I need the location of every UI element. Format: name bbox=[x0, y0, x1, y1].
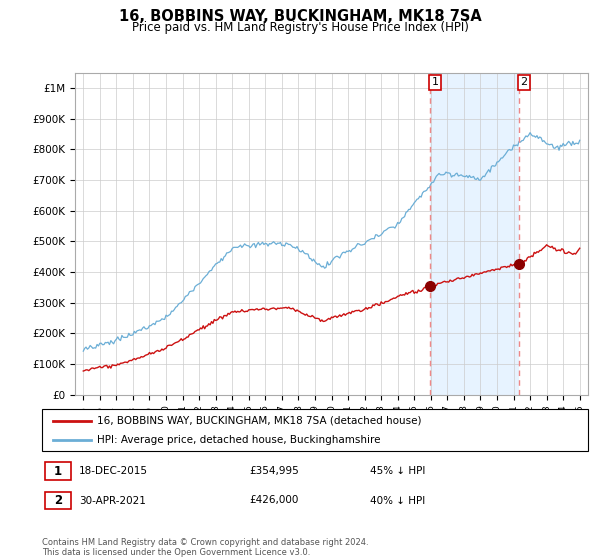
FancyBboxPatch shape bbox=[45, 492, 71, 510]
Text: Price paid vs. HM Land Registry's House Price Index (HPI): Price paid vs. HM Land Registry's House … bbox=[131, 21, 469, 34]
Text: £426,000: £426,000 bbox=[250, 496, 299, 506]
Text: 2: 2 bbox=[54, 494, 62, 507]
Text: 2: 2 bbox=[520, 77, 527, 87]
Text: 45% ↓ HPI: 45% ↓ HPI bbox=[370, 466, 425, 476]
Text: 1: 1 bbox=[54, 465, 62, 478]
Text: 1: 1 bbox=[431, 77, 439, 87]
Text: Contains HM Land Registry data © Crown copyright and database right 2024.
This d: Contains HM Land Registry data © Crown c… bbox=[42, 538, 368, 557]
Text: 40% ↓ HPI: 40% ↓ HPI bbox=[370, 496, 425, 506]
Text: HPI: Average price, detached house, Buckinghamshire: HPI: Average price, detached house, Buck… bbox=[97, 435, 380, 445]
Bar bbox=[430, 73, 519, 395]
Text: 16, BOBBINS WAY, BUCKINGHAM, MK18 7SA: 16, BOBBINS WAY, BUCKINGHAM, MK18 7SA bbox=[119, 9, 481, 24]
Text: 30-APR-2021: 30-APR-2021 bbox=[79, 496, 146, 506]
FancyBboxPatch shape bbox=[45, 463, 71, 480]
Text: £354,995: £354,995 bbox=[250, 466, 299, 476]
Text: 16, BOBBINS WAY, BUCKINGHAM, MK18 7SA (detached house): 16, BOBBINS WAY, BUCKINGHAM, MK18 7SA (d… bbox=[97, 416, 421, 426]
FancyBboxPatch shape bbox=[42, 409, 588, 451]
Text: 18-DEC-2015: 18-DEC-2015 bbox=[79, 466, 148, 476]
